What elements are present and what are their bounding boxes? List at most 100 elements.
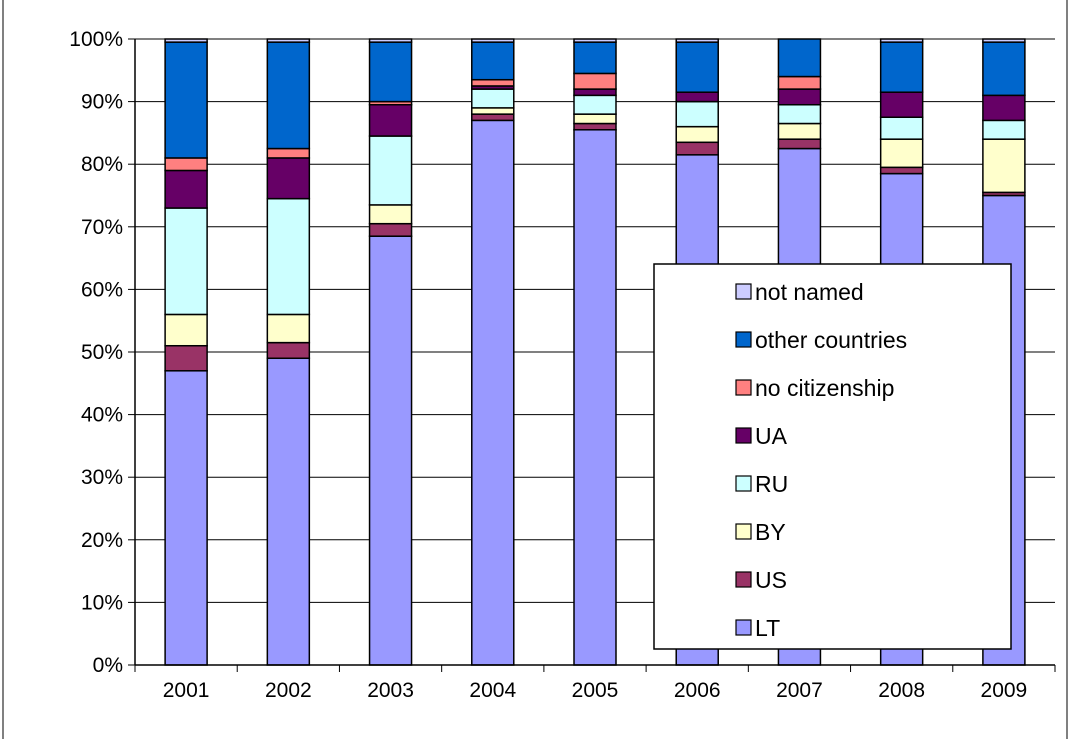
bar-segment-not-named <box>368 38 413 43</box>
x-tick-label: 2008 <box>878 679 925 702</box>
bar-segment-other-countries <box>982 41 1026 97</box>
bar-segment-by <box>471 107 515 115</box>
bar-segment-not-named <box>982 38 1026 43</box>
legend-label: LT <box>755 615 780 641</box>
bar-segment-other-countries <box>164 41 208 159</box>
legend-swatch <box>735 331 752 348</box>
bar-segment-no-citizenship <box>471 78 515 87</box>
legend-swatch <box>735 427 752 444</box>
bar-segment-not-named <box>879 38 924 43</box>
bar-segment-ua <box>266 157 311 200</box>
legend-label: US <box>755 567 787 593</box>
bar-segment-ru <box>675 100 719 128</box>
y-tick-label: 0% <box>93 654 123 677</box>
bar-segment-by <box>368 204 413 225</box>
bar-segment-ua <box>164 169 208 209</box>
y-tick-label: 40% <box>81 404 123 427</box>
y-tick-label: 90% <box>81 91 123 114</box>
bar-segment-by <box>879 138 924 169</box>
bar-segment-by <box>266 313 311 344</box>
bar-segment-by <box>675 125 719 144</box>
y-tick-label: 80% <box>81 153 123 176</box>
bar-segment-ru <box>777 103 822 125</box>
legend-label: UA <box>755 423 788 449</box>
bar-segment-not-named <box>675 38 719 43</box>
x-axis-ticks: 2001 2002 2003 2004 2005 2006 2007 2008 2009 <box>163 679 1027 702</box>
bar-segment-other-countries <box>471 41 515 81</box>
bar-segment-lt <box>164 370 208 666</box>
legend-label: not named <box>755 279 864 305</box>
legend-label: other countries <box>755 327 907 353</box>
bar-segment-us <box>879 166 924 175</box>
x-tick-label: 2005 <box>572 679 619 702</box>
legend-swatch <box>735 523 752 540</box>
bar-segment-us <box>777 138 822 150</box>
bar-segment-us <box>368 222 413 237</box>
legend-swatch <box>735 571 752 588</box>
legend-swatch <box>735 619 752 636</box>
legend-swatch <box>735 379 752 396</box>
y-axis-ticks: 0% 10% 20% 30% 40% 50% 60% 70% 80% 90% 100% <box>69 28 123 677</box>
bar-segment-ua <box>982 94 1026 122</box>
x-tick-label: 2003 <box>367 679 414 702</box>
bar-segment-us <box>471 113 515 122</box>
y-tick-label: 50% <box>81 341 123 364</box>
bar-segment-not-named <box>164 38 208 43</box>
legend-label: no citizenship <box>755 375 894 401</box>
legend-swatch <box>735 475 752 492</box>
y-tick-label: 60% <box>81 278 123 301</box>
bar-segment-other-countries <box>675 41 719 93</box>
bar-segment-ru <box>982 119 1026 140</box>
bar-segment-ru <box>573 94 617 115</box>
legend-swatch <box>735 283 752 300</box>
legend-label: BY <box>755 519 786 545</box>
bar-segment-other-countries <box>879 41 924 93</box>
bar-segment-by <box>777 122 822 140</box>
bar-segment-lt <box>573 129 617 666</box>
bar-segment-other-countries <box>368 41 413 103</box>
bar-segment-ru <box>266 197 311 316</box>
x-tick-label: 2009 <box>981 679 1028 702</box>
bar-segment-no-citizenship <box>777 75 822 90</box>
bar-segment-other-countries <box>573 41 617 75</box>
bar-segment-not-named <box>573 38 617 43</box>
bar-segment-by <box>982 138 1026 194</box>
bar-segment-ru <box>471 88 515 109</box>
bar-segment-ua <box>675 91 719 103</box>
bar-segment-not-named <box>266 38 311 43</box>
bar-segment-lt <box>266 357 311 666</box>
bar-segment-ru <box>368 135 413 206</box>
bar-segment-other-countries <box>266 41 311 150</box>
bar-segment-no-citizenship <box>164 157 208 172</box>
y-tick-label: 20% <box>81 529 123 552</box>
bar-segment-us <box>675 141 719 156</box>
bar-segment-no-citizenship <box>266 147 311 159</box>
bar-segment-lt <box>471 119 515 666</box>
legend: not named other countries no citizenship UA… <box>653 263 1012 650</box>
bar-segment-other-countries <box>777 38 822 78</box>
bar-segment-us <box>573 122 617 131</box>
y-tick-label: 30% <box>81 466 123 489</box>
x-tick-label: 2001 <box>163 679 210 702</box>
y-tick-label: 100% <box>69 28 123 51</box>
bar-segment-ua <box>879 91 924 118</box>
legend-box <box>653 263 1012 650</box>
bar-segment-no-citizenship <box>573 72 617 90</box>
bar-segment-us <box>164 344 208 372</box>
x-tick-label: 2002 <box>265 679 312 702</box>
x-tick-label: 2004 <box>469 679 516 702</box>
x-tick-label: 2006 <box>674 679 721 702</box>
bar-segment-not-named <box>471 38 515 43</box>
bar-segment-by <box>573 113 617 125</box>
bar-segment-us <box>266 341 311 360</box>
bar-segment-by <box>164 313 208 347</box>
bar-segment-ua <box>368 103 413 137</box>
bar-segment-ua <box>573 88 617 97</box>
bar-segment-ru <box>879 116 924 140</box>
bar-segment-ru <box>164 207 208 316</box>
y-tick-label: 70% <box>81 216 123 239</box>
bar-segment-lt <box>368 235 413 666</box>
